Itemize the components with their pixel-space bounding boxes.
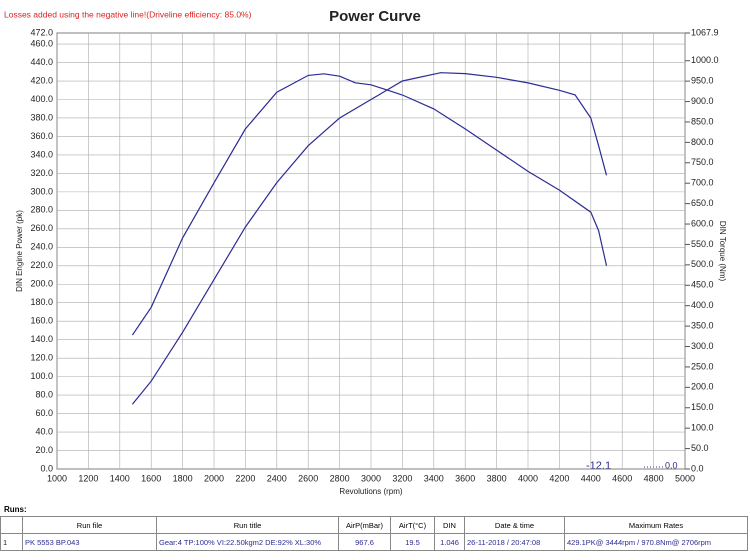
y2-tick-label: 800.0 xyxy=(691,137,714,147)
cell: Gear:4 TP:100% VI:22.50kgm2 DE:92% XL:30… xyxy=(156,533,339,551)
y-axis-label: DIN Engine Power (pk) xyxy=(15,210,24,292)
y2-tick-label: 450.0 xyxy=(691,280,714,290)
header-cell: Run title xyxy=(156,516,339,534)
x-tick-label: 4000 xyxy=(518,473,538,483)
y-tick-label: 140.0 xyxy=(30,334,53,344)
y2-tick-label: 200.0 xyxy=(691,382,714,392)
header-cell: Run file xyxy=(22,516,157,534)
y2-tick-label: 550.0 xyxy=(691,239,714,249)
y2-tick-label: 650.0 xyxy=(691,198,714,208)
x-tick-label: 3800 xyxy=(487,473,507,483)
y-tick-label: 0.0 xyxy=(40,463,53,473)
header-cell: Maximum Rates xyxy=(564,516,748,534)
y2-tick-label: 400.0 xyxy=(691,300,714,310)
cell: 19.5 xyxy=(390,533,435,551)
y2-tick-label: 1000.0 xyxy=(691,55,719,65)
y2-tick-label: 50.0 xyxy=(691,443,709,453)
y-tick-label: 260.0 xyxy=(30,223,53,233)
y2-tick-label: 150.0 xyxy=(691,402,714,412)
header-cell xyxy=(0,516,23,534)
y-tick-label: 60.0 xyxy=(35,408,53,418)
header-cell: Date & time xyxy=(464,516,565,534)
x-tick-label: 5000 xyxy=(675,473,695,483)
x-tick-label: 2800 xyxy=(330,473,350,483)
y2-tick-label: 500.0 xyxy=(691,259,714,269)
y-tick-label: 320.0 xyxy=(30,168,53,178)
x-tick-label: 1600 xyxy=(141,473,161,483)
cell: PK 5553 BP.043 xyxy=(22,533,157,551)
y-tick-label: 100.0 xyxy=(30,371,53,381)
y-tick-label: 180.0 xyxy=(30,297,53,307)
readout: 0.0 xyxy=(665,460,678,470)
x-tick-label: 4200 xyxy=(549,473,569,483)
y-tick-label: 400.0 xyxy=(30,94,53,104)
x-tick-label: 1200 xyxy=(78,473,98,483)
y-tick-label: 420.0 xyxy=(30,75,53,85)
y-tick-label: 460.0 xyxy=(30,38,53,48)
y-tick-label: 472.0 xyxy=(30,27,53,37)
y2-axis-label: DIN Torque (Nm) xyxy=(718,221,727,282)
y-tick-label: 120.0 xyxy=(30,353,53,363)
chart: Losses added using the negative line!(Dr… xyxy=(4,8,727,496)
y-tick-label: 380.0 xyxy=(30,112,53,122)
x-tick-label: 3200 xyxy=(392,473,412,483)
chart-title: Power Curve xyxy=(329,8,421,25)
x-tick-label: 4600 xyxy=(612,473,632,483)
y2-tick-label: 1067.9 xyxy=(691,27,719,37)
x-tick-label: 3000 xyxy=(361,473,381,483)
x-tick-label: 3600 xyxy=(455,473,475,483)
y-tick-label: 160.0 xyxy=(30,316,53,326)
y2-tick-label: 300.0 xyxy=(691,341,714,351)
runs-table: Run file Run title AirP(mBar) AirT(°C) DIN Da… xyxy=(0,516,748,551)
header-cell: DIN xyxy=(434,516,465,534)
cell: 429.1PK@ 3444rpm / 970.8Nm@ 2706rpm xyxy=(564,533,748,551)
x-tick-label: 1800 xyxy=(173,473,193,483)
y2-tick-label: 750.0 xyxy=(691,157,714,167)
y2-tick-label: 900.0 xyxy=(691,96,714,106)
y2-tick-label: 950.0 xyxy=(691,76,714,86)
y-tick-label: 40.0 xyxy=(35,426,53,436)
x-tick-label: 1000 xyxy=(47,473,67,483)
y2-tick-label: 850.0 xyxy=(691,116,714,126)
y-tick-label: 80.0 xyxy=(35,389,53,399)
y2-tick-label: 700.0 xyxy=(691,178,714,188)
x-tick-label: 2200 xyxy=(235,473,255,483)
y2-tick-label: 250.0 xyxy=(691,361,714,371)
y-tick-label: 20.0 xyxy=(35,445,53,455)
y-tick-label: 200.0 xyxy=(30,279,53,289)
series-line xyxy=(131,72,608,405)
x-tick-label: 2000 xyxy=(204,473,224,483)
note: Losses added using the negative line!(Dr… xyxy=(4,9,252,19)
header-cell: AirT(°C) xyxy=(390,516,435,534)
cell: 1.046 xyxy=(434,533,465,551)
y2-tick-label: 600.0 xyxy=(691,218,714,228)
x-axis-label: Revolutions (rpm) xyxy=(339,487,402,496)
y-tick-label: 280.0 xyxy=(30,205,53,215)
x-tick-label: 1400 xyxy=(110,473,130,483)
run-row: 1 PK 5553 BP.043 Gear:4 TP:100% VI:22.50kg… xyxy=(0,533,748,551)
header-cell: AirP(mBar) xyxy=(338,516,391,534)
y-tick-label: 300.0 xyxy=(30,186,53,196)
x-tick-label: 2400 xyxy=(267,473,287,483)
x-tick-label: 3400 xyxy=(424,473,444,483)
y-tick-label: 340.0 xyxy=(30,149,53,159)
y2-tick-label: 350.0 xyxy=(691,320,714,330)
x-tick-label: 2600 xyxy=(298,473,318,483)
y-tick-label: 440.0 xyxy=(30,57,53,67)
y2-tick-label: 0.0 xyxy=(691,463,704,473)
y2-tick-label: 100.0 xyxy=(691,423,714,433)
header-row: Run file Run title AirP(mBar) AirT(°C) DIN Da… xyxy=(0,516,748,534)
y-tick-label: 240.0 xyxy=(30,242,53,252)
y-tick-label: 220.0 xyxy=(30,260,53,270)
cell: 1 xyxy=(0,533,23,551)
readout: -12.1 xyxy=(586,460,611,472)
x-tick-label: 4400 xyxy=(581,473,601,483)
cell: 967.6 xyxy=(338,533,391,551)
runs-title: Runs: xyxy=(4,505,27,514)
x-tick-label: 4800 xyxy=(644,473,664,483)
cell: 26-11-2018 / 20:47:08 xyxy=(464,533,565,551)
y-tick-label: 360.0 xyxy=(30,131,53,141)
series-line xyxy=(131,73,608,336)
